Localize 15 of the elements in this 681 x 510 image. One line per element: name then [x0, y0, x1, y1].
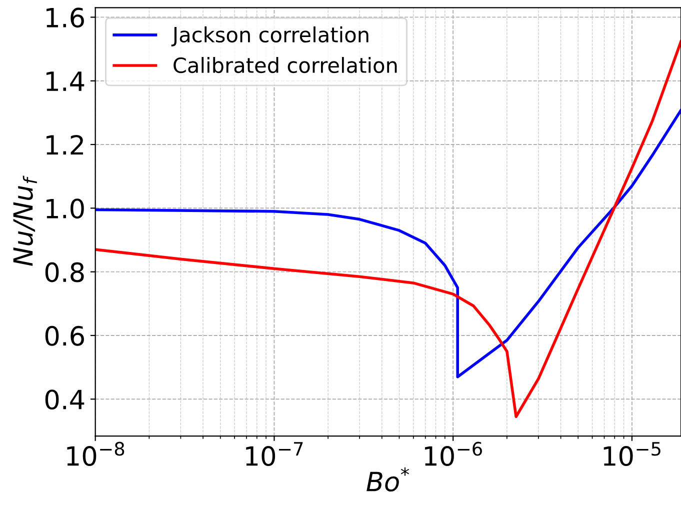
- y-tick-label: 0.6: [45, 326, 84, 346]
- x-tick-label: 10$^{−5}$: [604, 442, 660, 466]
- y-tick-label: 1.6: [46, 8, 84, 28]
- y-tick-label: 1.4: [46, 72, 84, 91]
- y-tick-label: 1.2: [46, 134, 83, 155]
- y-tick-label: 0.8: [45, 262, 84, 282]
- y-tick-label: 1.0: [46, 198, 84, 219]
- legend-label: Jackson correlation: [171, 26, 368, 46]
- x-axis-title: Bo$^{*}$: [366, 467, 410, 492]
- legend-label: Calibrated correlation: [174, 56, 397, 74]
- x-tick-label: 10$^{−8}$: [67, 442, 124, 466]
- x-tick-label: 10$^{−7}$: [246, 442, 303, 466]
- y-tick-label: 0.4: [45, 390, 84, 410]
- y-axis-title: Nu/Nu$_{f}$: [13, 176, 37, 266]
- x-tick-label: 10$^{−6}$: [424, 442, 482, 466]
